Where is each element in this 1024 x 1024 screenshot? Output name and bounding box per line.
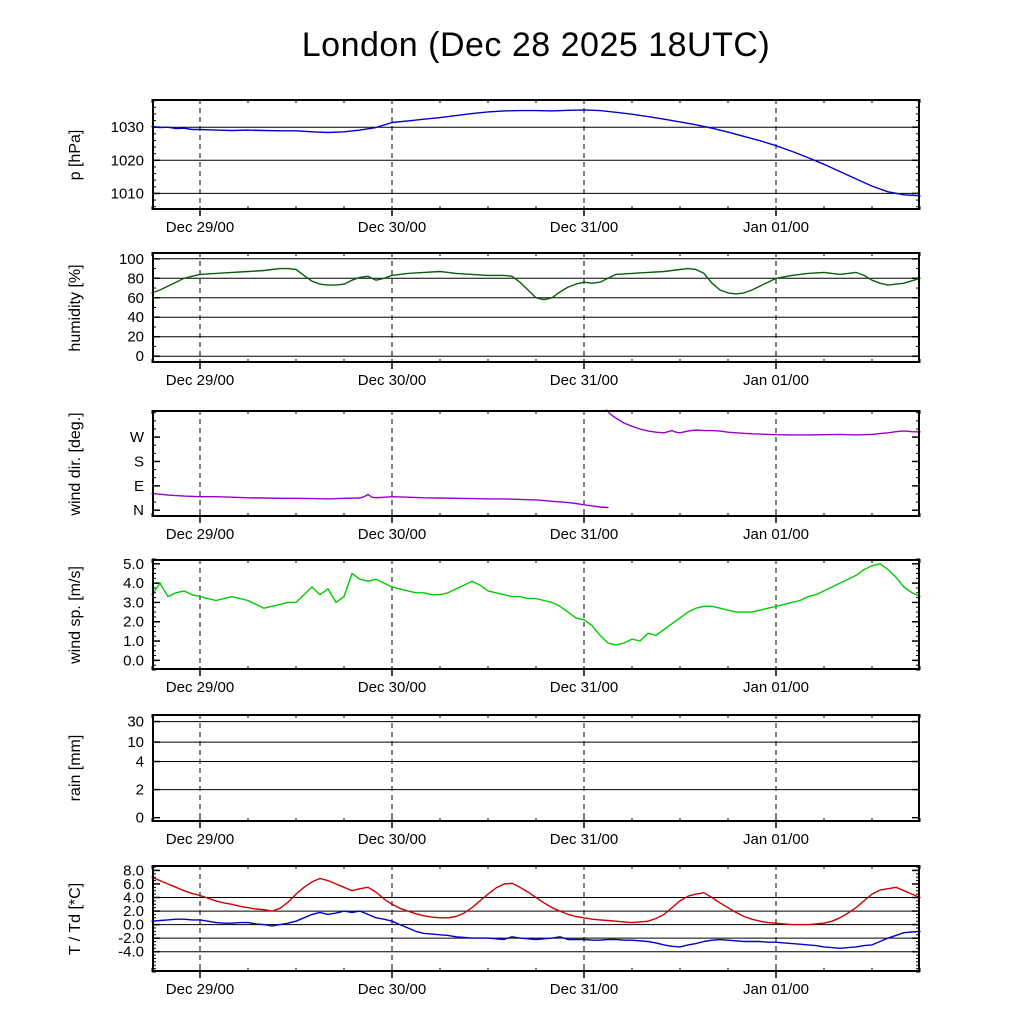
series-wind-dir-west [605, 409, 921, 436]
xtick-label: Jan 01/00 [743, 981, 809, 998]
temperature-dewpoint-ytick-label: 4.0 [123, 890, 144, 907]
temperature-dewpoint-ytick-label: 0.0 [123, 917, 144, 934]
humidity-axis-label: humidity [%] [67, 263, 84, 352]
xtick-label: Dec 29/00 [165, 831, 235, 848]
wind-direction-ytick-label: S [134, 453, 144, 470]
pressure-ytick-label: 1020 [111, 152, 144, 169]
xtick-label: Jan 01/00 [743, 372, 809, 389]
pressure-axis-label: p [hPa] [67, 129, 84, 180]
xtick-label: Dec 29/00 [165, 981, 235, 998]
wind-speed-ytick-label: 1.0 [123, 633, 144, 650]
xtick-label: Dec 29/00 [165, 372, 235, 389]
series-wind-dir-northeast [151, 492, 609, 509]
series-dewpoint [151, 910, 921, 950]
humidity-ytick-label: 80 [127, 270, 144, 287]
xtick-label: Dec 30/00 [357, 831, 427, 848]
xtick-label: Dec 30/00 [357, 679, 427, 696]
xtick-label: Dec 29/00 [165, 526, 235, 543]
xtick-label: Dec 31/00 [549, 219, 619, 236]
xtick-label: Dec 31/00 [549, 526, 619, 543]
rain-ytick-label: 10 [127, 734, 144, 751]
pressure-plot: 1010 1020 1030 [111, 99, 921, 216]
humidity-ytick-label: 20 [127, 329, 144, 346]
xtick-label: Dec 30/00 [357, 219, 427, 236]
humidity-plot: 0 20 40 60 80 100 [119, 251, 921, 369]
humidity-ytick-label: 60 [127, 290, 144, 307]
series-wind-speed [151, 563, 921, 646]
temperature-dewpoint-ytick-label: 8.0 [123, 862, 144, 879]
wind-speed-axis-label: wind sp. [m/s] [67, 565, 84, 664]
wind-direction-ytick-label: N [133, 502, 144, 519]
xtick-label: Dec 31/00 [549, 981, 619, 998]
panel-rain: 0 2 4 10 30 [127, 714, 921, 828]
xtick-label: Dec 31/00 [549, 372, 619, 389]
wind-direction-ytick-label: W [130, 429, 145, 446]
temperature-dewpoint-ytick-label: -4.0 [118, 944, 144, 961]
xtick-label: Dec 30/00 [357, 526, 427, 543]
temperature-dewpoint-axis-label: T / Td [*C] [67, 882, 84, 955]
xtick-label: Jan 01/00 [743, 679, 809, 696]
series-humidity [151, 267, 921, 301]
wind-speed-ytick-label: 0.0 [123, 652, 144, 669]
xtick-label: Dec 29/00 [165, 219, 235, 236]
xtick-label: Dec 30/00 [357, 981, 427, 998]
humidity-ytick-label: 100 [119, 251, 144, 268]
xtick-label: Dec 31/00 [549, 831, 619, 848]
rain-ytick-label: 4 [136, 754, 144, 771]
rain-plot: 0 2 4 10 30 [127, 714, 921, 828]
pressure-ytick-label: 1030 [111, 119, 144, 136]
xtick-label: Dec 29/00 [165, 679, 235, 696]
xtick-label: Jan 01/00 [743, 219, 809, 236]
wind-speed-ytick-label: 2.0 [123, 614, 144, 631]
wind-direction-axis-label: wind dir. [deg.] [67, 411, 84, 516]
wind-speed-ytick-label: 3.0 [123, 594, 144, 611]
wind-speed-plot: 0.0 1.0 2.0 3.0 4.0 5.0 [123, 556, 921, 676]
wind-direction-ytick-label: E [134, 478, 144, 495]
panel-temperature-dewpoint: 8.0 6.0 4.0 2.0 0.0 -2.0 -4.0 [118, 862, 921, 978]
pressure-ytick-label: 1010 [111, 185, 144, 202]
temperature-dewpoint-ytick-label: -2.0 [118, 930, 144, 947]
xtick-label: Dec 31/00 [549, 679, 619, 696]
panel-wind-speed: 0.0 1.0 2.0 3.0 4.0 5.0 [123, 556, 921, 676]
temperature-dewpoint-ytick-label: 2.0 [123, 903, 144, 920]
temperature-dewpoint-ytick-label: 6.0 [123, 876, 144, 893]
wind-speed-ytick-label: 5.0 [123, 556, 144, 573]
xtick-label: Jan 01/00 [743, 526, 809, 543]
xtick-label: Jan 01/00 [743, 831, 809, 848]
humidity-ytick-label: 40 [127, 309, 144, 326]
rain-ytick-label: 2 [136, 782, 144, 799]
panel-humidity: 0 20 40 60 80 100 [119, 251, 921, 369]
rain-axis-label: rain [mm] [67, 734, 84, 802]
humidity-ytick-label: 0 [136, 348, 144, 365]
rain-ytick-label: 0 [136, 810, 144, 827]
panel-pressure: 1010 1020 1030 [111, 99, 921, 216]
series-temperature [151, 876, 921, 926]
xtick-label: Dec 30/00 [357, 372, 427, 389]
temperature-dewpoint-plot: 8.06.04.02.00.0-2.0-4.0 [118, 862, 921, 978]
rain-ytick-label: 30 [127, 714, 144, 731]
wind-speed-ytick-label: 4.0 [123, 575, 144, 592]
chart-title: London (Dec 28 2025 18UTC) [301, 26, 771, 64]
series-pressure [151, 109, 921, 197]
